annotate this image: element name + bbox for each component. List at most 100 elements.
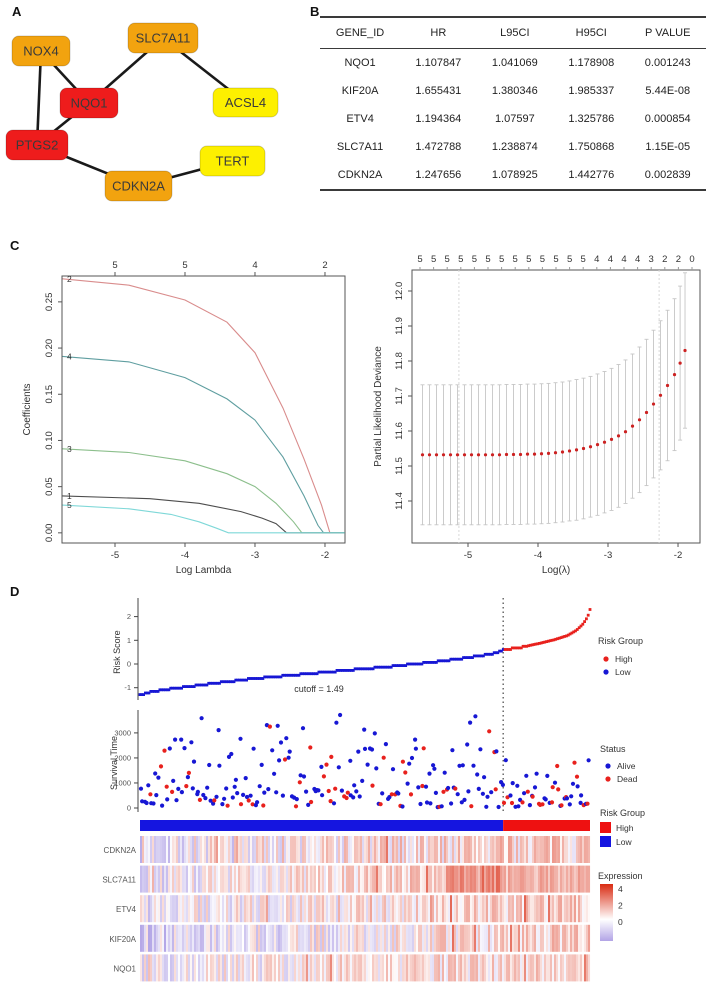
gene-node: PTGS2: [5, 129, 69, 161]
svg-text:NQO1: NQO1: [113, 964, 136, 973]
table-cell: ETV4: [346, 113, 374, 125]
svg-text:11.9: 11.9: [394, 317, 405, 335]
network-edge: [35, 50, 43, 146]
coefficient-path: [62, 448, 345, 534]
svg-text:4: 4: [608, 254, 613, 265]
svg-text:4: 4: [67, 351, 72, 361]
svg-text:5: 5: [458, 254, 463, 265]
table-header-cell: HR: [430, 27, 447, 39]
gene-node: CDKN2A: [104, 170, 173, 202]
svg-text:4: 4: [252, 260, 257, 271]
gene-node: ACSL4: [212, 87, 279, 118]
table-row: NQO1 1.107847 1.041069 1.178908 0.001243: [320, 49, 706, 78]
svg-text:5: 5: [182, 260, 187, 271]
svg-text:0.05: 0.05: [44, 477, 55, 496]
svg-text:Coefficients: Coefficients: [22, 383, 33, 435]
svg-text:0: 0: [127, 660, 131, 669]
svg-text:3000: 3000: [114, 728, 131, 737]
svg-text:-3: -3: [251, 550, 259, 561]
expression-heatmap: [140, 836, 591, 982]
survival-scatter: [138, 712, 591, 810]
svg-text:5: 5: [472, 254, 477, 265]
table-cell: 1.380346: [491, 85, 538, 97]
table-body: NQO1 1.107847 1.041069 1.178908 0.001243 KIF2…: [320, 49, 706, 190]
svg-text:0.15: 0.15: [44, 385, 55, 404]
risk-score-curve: [138, 608, 592, 696]
table-row: ETV4 1.194364 1.07597 1.325786 0.000854: [320, 105, 706, 133]
svg-text:5: 5: [540, 254, 545, 265]
legend-dot: [603, 656, 609, 662]
svg-text:Risk Group: Risk Group: [600, 808, 645, 818]
ppi-network-diagram: NOX4 SLC7A11 NQO1 ACSL4 PTGS2 CDKN2A TERT: [5, 22, 279, 202]
table-cell: SLC7A11: [336, 141, 384, 153]
svg-text:NQO1: NQO1: [71, 96, 108, 111]
svg-text:5: 5: [417, 254, 422, 265]
svg-text:11.4: 11.4: [394, 492, 405, 510]
svg-text:Risk Score: Risk Score: [112, 630, 122, 674]
svg-text:CDKN2A: CDKN2A: [112, 179, 165, 194]
svg-text:4: 4: [635, 254, 640, 265]
table-row: CDKN2A 1.247656 1.078925 1.442776 0.002839: [320, 161, 706, 190]
coefficient-path: [62, 504, 345, 534]
table-cell: 1.041069: [491, 57, 538, 69]
table-cell: 1.107847: [415, 57, 462, 69]
svg-text:SLC7A11: SLC7A11: [136, 31, 191, 46]
panel-c-label: C: [10, 238, 20, 253]
svg-text:5: 5: [553, 254, 558, 265]
table-header: GENE_ID HR L95CI H95CI P VALUE: [320, 17, 706, 49]
svg-text:-2: -2: [321, 550, 329, 561]
svg-text:-3: -3: [604, 550, 612, 561]
panel-b-label: B: [310, 4, 320, 19]
table-cell: 1.194364: [415, 113, 462, 125]
svg-text:0: 0: [127, 804, 131, 813]
svg-text:KIF20A: KIF20A: [109, 935, 136, 944]
svg-text:4: 4: [618, 884, 623, 894]
table-row: SLC7A11 1.472788 1.238874 1.750868 1.15E-05: [320, 133, 706, 161]
table-cell: 1.325786: [568, 113, 615, 125]
expression-colorbar: [600, 884, 613, 941]
coefficient-path: [62, 278, 345, 534]
table-cell: KIF20A: [341, 85, 379, 97]
svg-text:2: 2: [322, 260, 327, 271]
svg-text:4: 4: [621, 254, 626, 265]
table-cell: 0.001243: [644, 57, 691, 69]
svg-text:11.7: 11.7: [394, 387, 405, 405]
table-header-cell: P VALUE: [645, 27, 691, 39]
svg-text:11.6: 11.6: [394, 422, 405, 440]
svg-text:5: 5: [431, 254, 436, 265]
svg-text:4: 4: [594, 254, 599, 265]
svg-text:CDKN2A: CDKN2A: [104, 846, 137, 855]
svg-text:2: 2: [618, 901, 623, 911]
coefficient-path: [62, 495, 345, 534]
table-cell: 5.44E-08: [645, 85, 691, 97]
gene-node: TERT: [199, 145, 266, 177]
svg-text:0.00: 0.00: [44, 524, 55, 543]
svg-text:High: High: [615, 654, 633, 664]
svg-text:5: 5: [581, 254, 586, 265]
table-cell: 0.002839: [644, 169, 691, 181]
svg-text:1: 1: [127, 636, 131, 645]
svg-text:Low: Low: [615, 667, 631, 677]
risk-bar-low: [140, 820, 504, 831]
svg-text:11.5: 11.5: [394, 457, 405, 475]
svg-text:1: 1: [67, 491, 72, 501]
svg-text:Low: Low: [616, 837, 632, 847]
lasso-plots: -5 -4 -3 -25 5 4 20.000.050.100.150.200.25Coef…: [22, 254, 701, 576]
table-header-cell: GENE_ID: [335, 27, 385, 39]
svg-text:5: 5: [567, 254, 572, 265]
table-header-cell: L95CI: [500, 27, 530, 39]
svg-text:0.10: 0.10: [44, 431, 55, 450]
svg-text:5: 5: [67, 500, 72, 510]
legend-dot: [605, 763, 611, 769]
coefficient-path: [62, 355, 345, 534]
gene-node: NOX4: [11, 35, 71, 67]
svg-text:11.8: 11.8: [394, 352, 405, 370]
svg-text:0: 0: [689, 254, 694, 265]
gene-node: SLC7A11: [127, 22, 199, 54]
svg-text:Risk Group: Risk Group: [598, 636, 643, 646]
svg-text:5: 5: [485, 254, 490, 265]
svg-text:-5: -5: [464, 550, 472, 561]
legend-swatch: [600, 822, 611, 833]
